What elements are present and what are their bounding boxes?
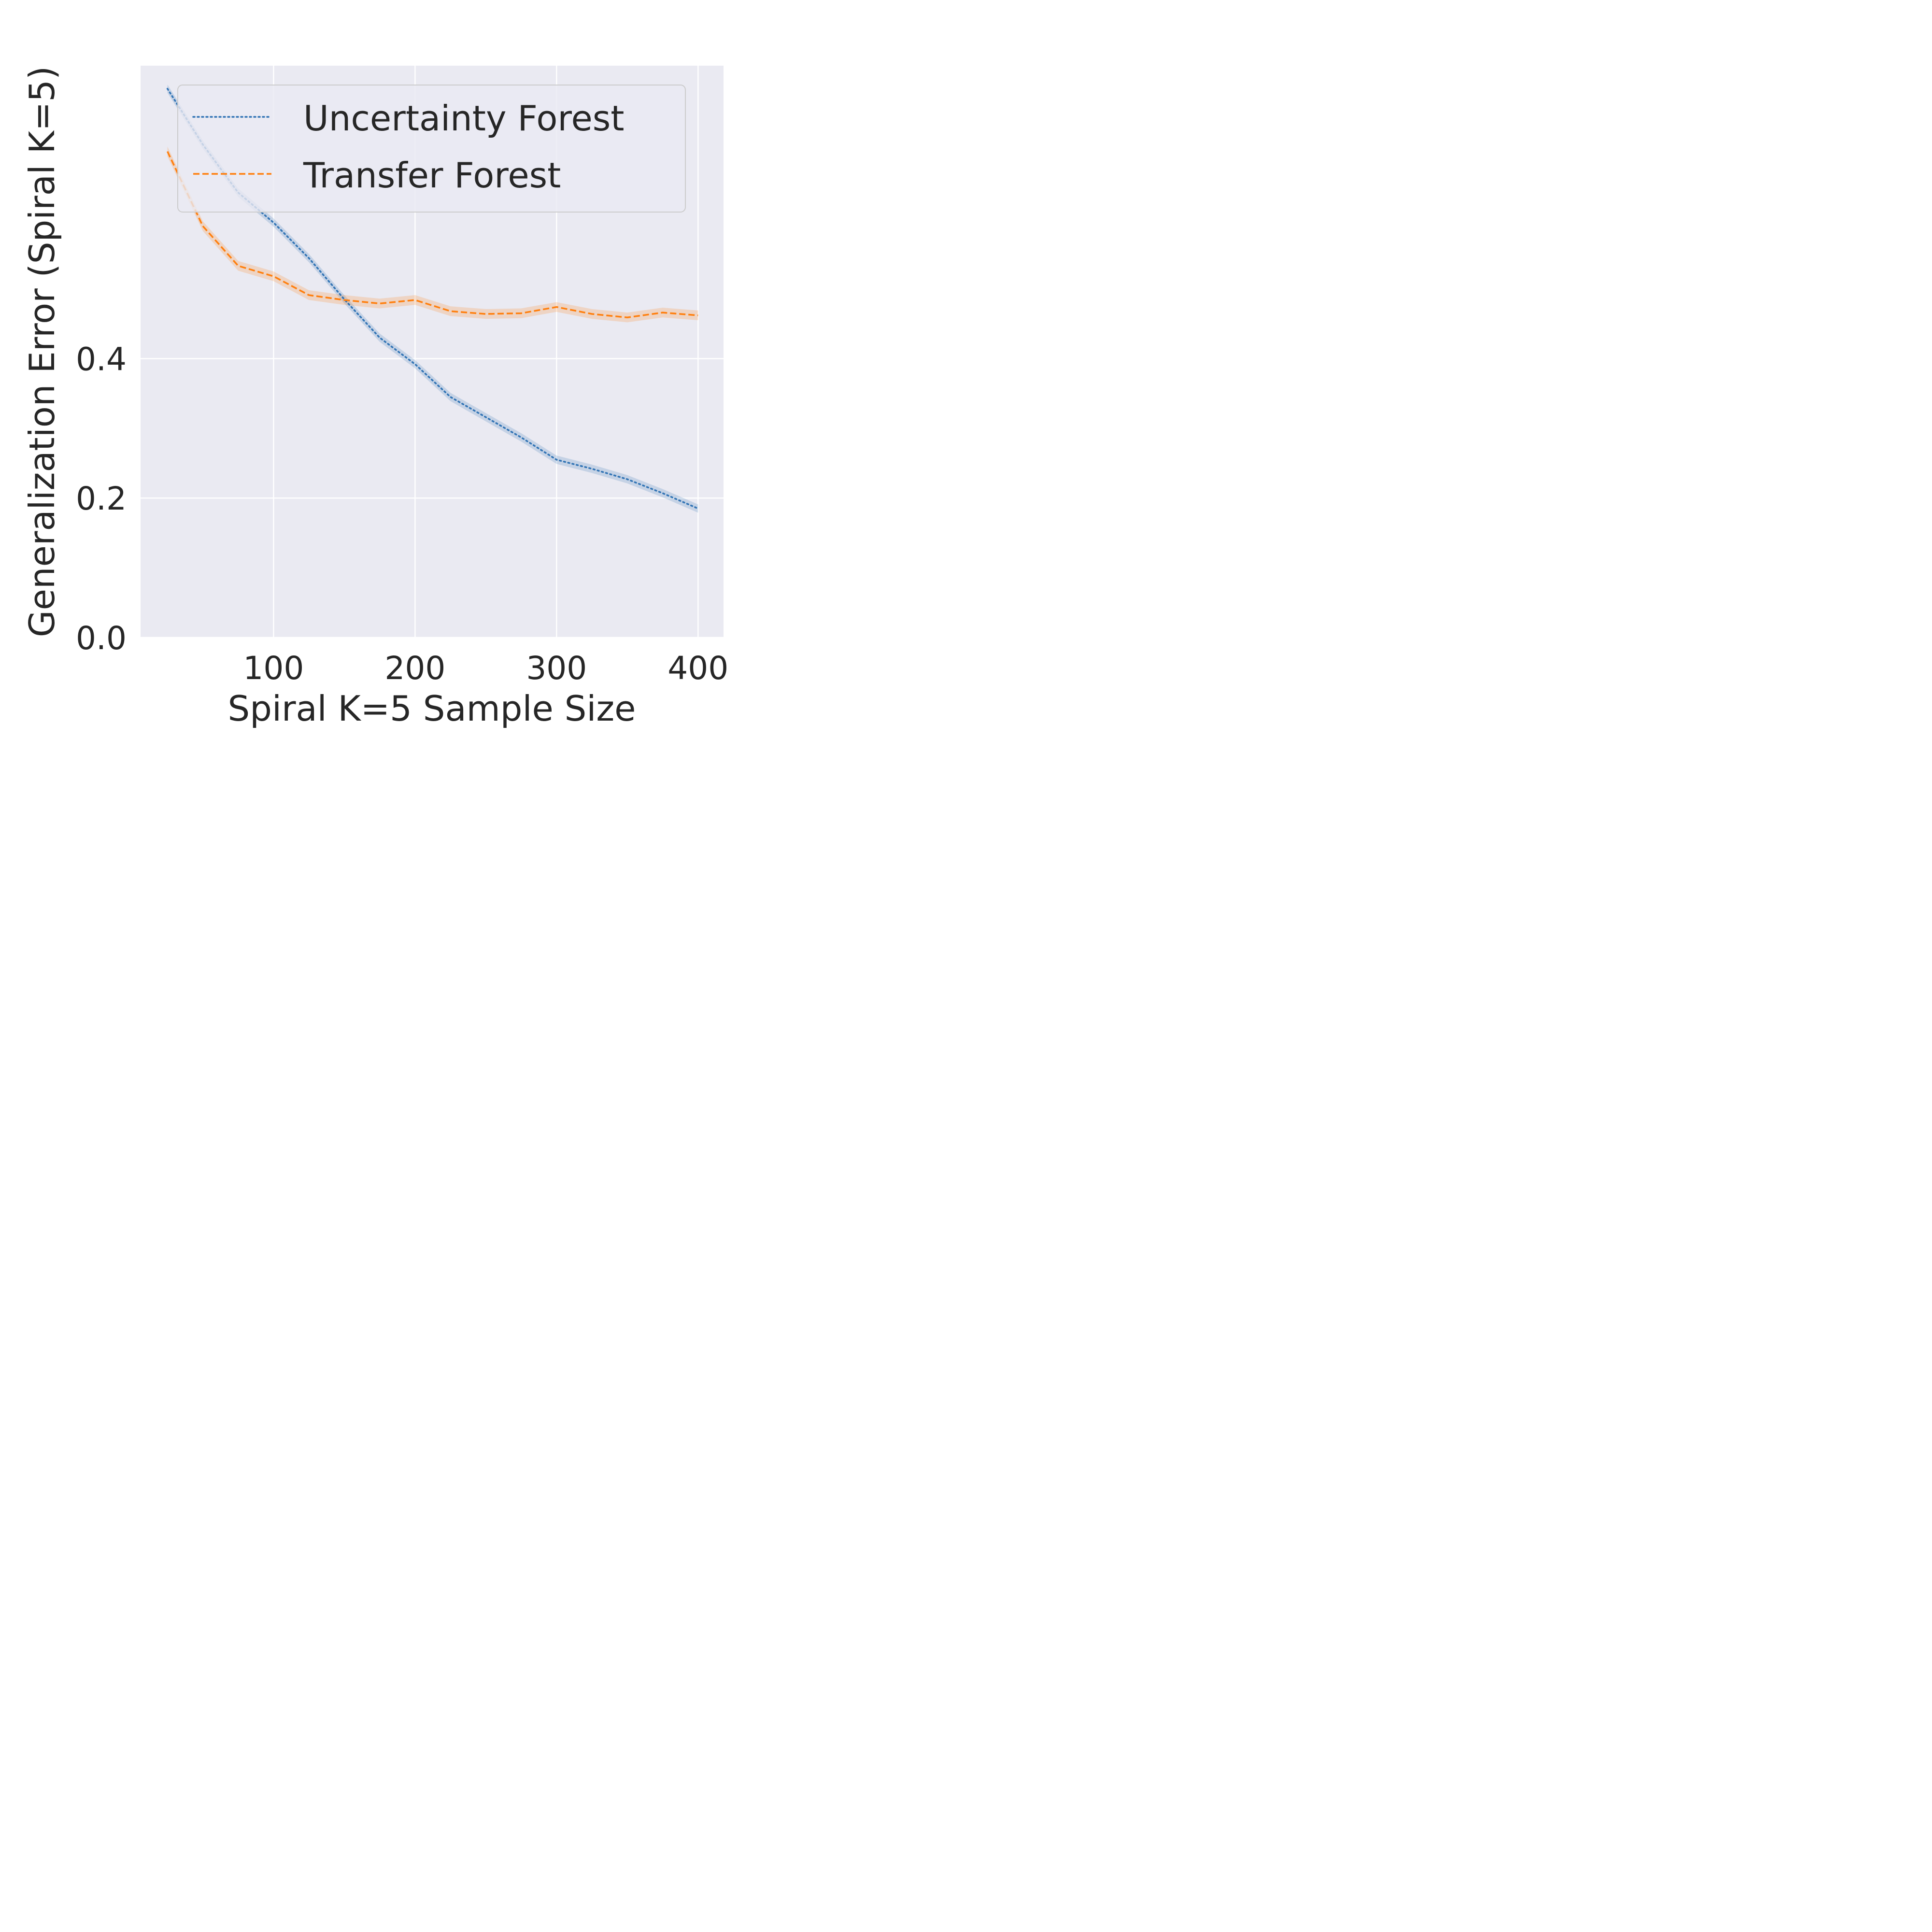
x-tick-label: 100 (243, 650, 304, 687)
y-tick-label: 0.2 (76, 480, 127, 517)
line-transfer-forest (167, 151, 698, 318)
y-axis-label: Generalization Error (Spiral K=5) (22, 66, 62, 637)
legend-label-transfer-forest: Transfer Forest (303, 155, 561, 196)
y-tick-labels: 0.0 0.2 0.4 (76, 341, 127, 657)
x-tick-labels: 100 200 300 400 (243, 650, 728, 687)
y-tick-label: 0.0 (76, 620, 127, 657)
chart: 100 200 300 400 0.0 0.2 0.4 Spiral K=5 Sample… (22, 66, 728, 729)
x-tick-label: 300 (526, 650, 587, 687)
legend-label-uncertainty-forest: Uncertainty Forest (303, 98, 625, 139)
legend-box (177, 85, 686, 213)
x-tick-label: 200 (384, 650, 445, 687)
x-tick-label: 400 (668, 650, 728, 687)
y-tick-label: 0.4 (76, 341, 127, 378)
legend: Uncertainty Forest Transfer Forest (177, 85, 686, 213)
x-axis-label: Spiral K=5 Sample Size (228, 688, 636, 729)
